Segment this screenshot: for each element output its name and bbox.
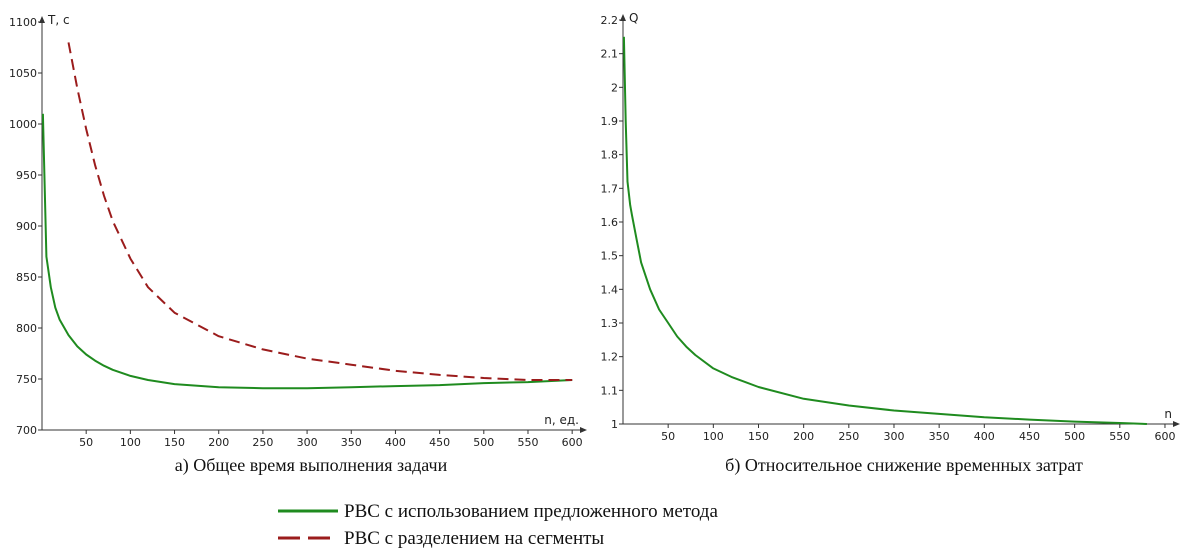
x-tick-label: 600 <box>1154 430 1175 443</box>
x-tick-label: 250 <box>252 436 273 449</box>
chart-b-caption: б) Относительное снижение временных затр… <box>725 455 1083 476</box>
x-tick-label: 450 <box>1019 430 1040 443</box>
series-line-red-dashed <box>67 42 573 381</box>
x-axis-label: n, ед. <box>544 413 579 427</box>
y-axis-label: T, c <box>47 13 70 27</box>
x-tick-label: 200 <box>793 430 814 443</box>
x-tick-label: 550 <box>517 436 538 449</box>
y-tick-label: 1000 <box>9 118 37 131</box>
y-axis-arrow <box>39 16 45 23</box>
series-line-green <box>622 36 1147 425</box>
legend-label-segmentation: РВС с разделением на сегменты <box>344 528 604 549</box>
x-tick-label: 350 <box>929 430 950 443</box>
x-tick-label: 100 <box>120 436 141 449</box>
chart-total-time: 50 100 150 200 250 300 350 400 450 500 550 600 700 75… <box>9 13 587 449</box>
x-tick-label: 600 <box>562 436 583 449</box>
y-tick-label: 850 <box>16 271 37 284</box>
legend: РВС с использованием предложенного метод… <box>278 501 718 549</box>
x-tick-label: 150 <box>164 436 185 449</box>
y-tick-label: 1.7 <box>601 182 619 195</box>
y-tick-label: 900 <box>16 220 37 233</box>
chart-a-caption: а) Общее время выполнения задачи <box>175 455 448 476</box>
y-tick-label: 1 <box>611 418 618 431</box>
x-axis-arrow <box>1173 421 1180 427</box>
y-axis-arrow <box>620 14 626 21</box>
y-tick-label: 2.2 <box>601 14 619 27</box>
x-tick-label: 450 <box>429 436 450 449</box>
x-tick-label: 150 <box>748 430 769 443</box>
x-tick-label: 550 <box>1109 430 1130 443</box>
y-tick-label: 1.8 <box>601 149 619 162</box>
x-axis-label: n <box>1164 407 1172 421</box>
x-tick-label: 350 <box>341 436 362 449</box>
x-tick-label: 250 <box>838 430 859 443</box>
y-tick-label: 1.2 <box>601 351 619 364</box>
x-tick-label: 200 <box>208 436 229 449</box>
y-tick-label: 2 <box>611 81 618 94</box>
x-axis-arrow <box>580 427 587 433</box>
y-tick-label: 1.3 <box>601 317 619 330</box>
legend-label-proposed-method: РВС с использованием предложенного метод… <box>344 501 718 522</box>
x-tick-label: 400 <box>385 436 406 449</box>
chart-relative-reduction: 50 100 150 200 250 300 350 400 450 500 550 600 1 1.1 1… <box>601 11 1180 443</box>
y-tick-label: 700 <box>16 424 37 437</box>
x-tick-label: 500 <box>473 436 494 449</box>
y-tick-label: 800 <box>16 322 37 335</box>
x-tick-label: 50 <box>661 430 675 443</box>
x-tick-label: 300 <box>297 436 318 449</box>
y-axis-label: Q <box>629 11 638 25</box>
x-tick-label: 400 <box>974 430 995 443</box>
y-tick-label: 1100 <box>9 16 37 29</box>
y-tick-label: 1.6 <box>601 216 619 229</box>
y-tick-label: 1050 <box>9 67 37 80</box>
y-tick-label: 2.1 <box>601 48 619 61</box>
series-line-green <box>41 113 573 390</box>
y-tick-label: 1.9 <box>601 115 619 128</box>
x-tick-label: 300 <box>883 430 904 443</box>
y-tick-label: 950 <box>16 169 37 182</box>
x-tick-label: 500 <box>1064 430 1085 443</box>
x-tick-label: 100 <box>703 430 724 443</box>
y-tick-label: 1.5 <box>601 250 619 263</box>
x-tick-label: 50 <box>79 436 93 449</box>
y-tick-label: 1.1 <box>601 384 619 397</box>
y-tick-label: 750 <box>16 373 37 386</box>
y-tick-label: 1.4 <box>601 283 619 296</box>
